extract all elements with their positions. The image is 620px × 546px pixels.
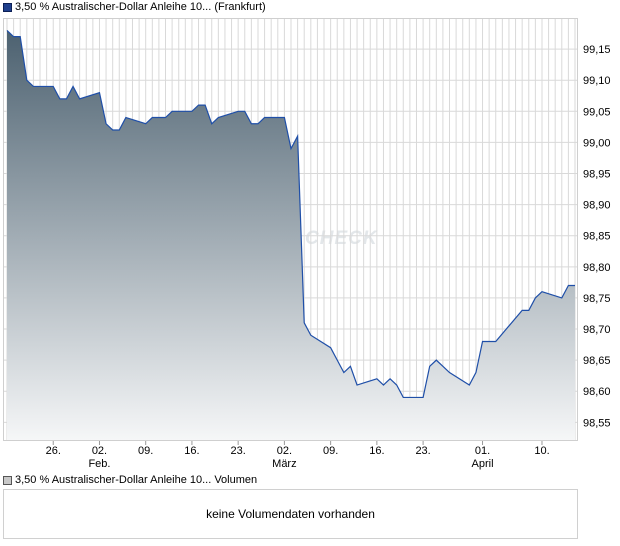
x-tick-label: 23. [231,445,246,457]
price-legend-swatch [3,2,12,12]
y-tick-label: 98,65 [583,355,611,367]
price-legend-label: 3,50 % Australischer-Dollar Anleihe 10..… [15,1,266,13]
x-tick-sublabel: April [472,458,494,470]
x-tick-sublabel: März [272,458,296,470]
volume-legend: 3,50 % Australischer-Dollar Anleihe 10..… [3,473,257,487]
watermark: CHECK [305,228,378,249]
x-tick-label: 09. [323,445,338,457]
volume-legend-label: 3,50 % Australischer-Dollar Anleihe 10..… [15,474,258,486]
volume-panel: keine Volumendaten vorhanden [3,489,578,539]
price-area [7,30,575,441]
x-tick-label: 09. [138,445,153,457]
x-tick-label: 01. [475,445,490,457]
price-chart: 99,15 99,10 99,05 99,00 98,95 98,90 98,85 98,80… [3,18,611,470]
x-tick-label: 26. [46,445,61,457]
y-tick-label: 98,80 [583,262,611,274]
price-line [6,30,575,399]
plot-frame [3,18,578,441]
x-tick-label: 02. [92,445,107,457]
y-tick-label: 99,00 [583,137,611,149]
y-tick-label: 99,15 [583,44,611,56]
y-tick-label: 98,85 [583,231,611,243]
x-tick-sublabel: Feb. [88,458,110,470]
x-tick-label: 02. [277,445,292,457]
y-tick-label: 98,95 [583,169,611,181]
y-tick-label: 98,70 [583,324,611,336]
price-legend: 3,50 % Australischer-Dollar Anleihe 10..… [3,0,266,14]
y-tick-label: 98,75 [583,293,611,305]
y-tick-label: 99,10 [583,75,611,87]
y-tick-label: 98,60 [583,386,611,398]
x-tick-label: 23. [415,445,430,457]
x-tick-label: 16. [184,445,199,457]
x-tick-label: 16. [369,445,384,457]
y-tick-label: 98,55 [583,417,611,429]
x-tick-label: 10. [534,445,549,457]
y-tick-label: 98,90 [583,200,611,212]
y-tick-label: 99,05 [583,106,611,118]
volume-legend-swatch [3,475,12,485]
volume-message: keine Volumendaten vorhanden [206,507,375,521]
